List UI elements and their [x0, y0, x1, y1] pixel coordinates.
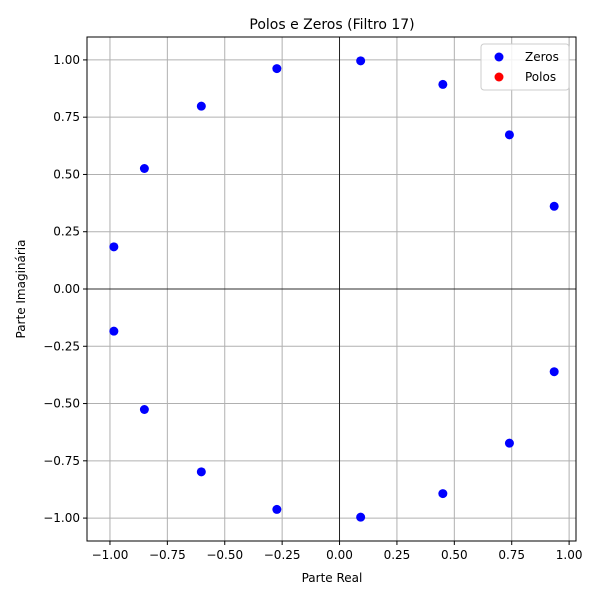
x-tick-label: −0.75 [149, 548, 186, 562]
zeros-point [109, 326, 119, 336]
x-tick-label: −0.50 [206, 548, 243, 562]
legend-marker-zeros [494, 52, 504, 62]
legend: Zeros Polos [480, 43, 570, 91]
data-points [109, 56, 559, 522]
y-tick-label: −1.00 [43, 511, 80, 525]
x-axis-label: Parte Real [302, 571, 363, 585]
zeros-point [504, 130, 514, 140]
x-tick-label: 0.25 [384, 548, 411, 562]
zeros-point [504, 438, 514, 448]
zeros-point [196, 101, 206, 111]
zeros-point [139, 405, 149, 415]
y-axis-label: Parte Imaginária [14, 240, 28, 339]
y-axis-ticks: −1.00 −0.75 −0.50 −0.25 0.00 0.25 0.50 0.75 1.00 [43, 53, 87, 525]
chart-title: Polos e Zeros (Filtro 17) [249, 17, 414, 33]
reference-axes [87, 37, 576, 541]
zeros-point [139, 163, 149, 173]
x-tick-label: 0.50 [441, 548, 468, 562]
zeros-point [272, 64, 282, 74]
y-tick-label: −0.25 [43, 339, 80, 353]
legend-marker-polos [494, 72, 504, 82]
x-tick-label: −0.25 [264, 548, 301, 562]
legend-label-polos: Polos [525, 70, 556, 84]
x-tick-label: 1.00 [556, 548, 583, 562]
y-tick-label: 0.00 [53, 282, 80, 296]
y-tick-label: 0.75 [53, 110, 80, 124]
y-tick-label: 0.50 [53, 167, 80, 181]
x-tick-label: 0.00 [326, 548, 353, 562]
zeros-point [356, 512, 366, 522]
zeros-point [438, 79, 448, 89]
zeros-point [549, 201, 559, 211]
y-tick-label: 1.00 [53, 53, 80, 67]
zeros-point [109, 242, 119, 252]
zeros-point [272, 504, 282, 514]
zeros-point [356, 56, 366, 66]
legend-label-zeros: Zeros [525, 50, 559, 64]
x-axis-ticks: −1.00 −0.75 −0.50 −0.25 0.00 0.25 0.50 0.75 1.00 [92, 541, 583, 562]
y-tick-label: −0.75 [43, 454, 80, 468]
x-tick-label: 0.75 [498, 548, 525, 562]
x-tick-label: −1.00 [92, 548, 129, 562]
y-tick-label: −0.50 [43, 397, 80, 411]
zeros-point [438, 489, 448, 499]
y-tick-label: 0.25 [53, 225, 80, 239]
zeros-point [549, 367, 559, 377]
zeros-point [196, 467, 206, 477]
